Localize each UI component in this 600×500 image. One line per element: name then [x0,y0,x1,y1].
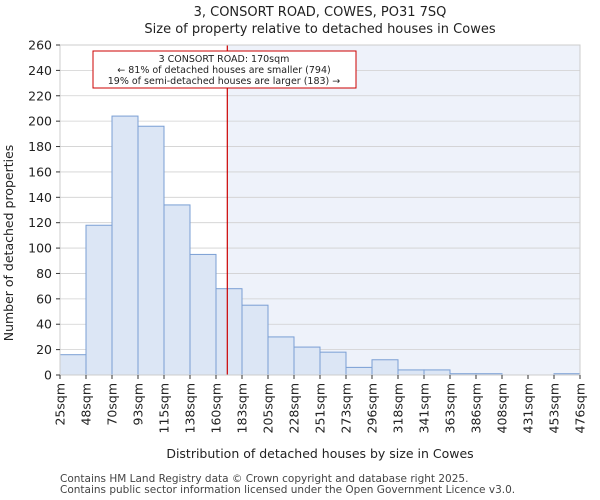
x-axis-ticks: 25sqm 48sqm 70sqm 93sqm 115sqm 138sqm 160sqm 18… [53,375,588,433]
y-axis-ticks: 0 20 40 60 80 100 120 140 160 180 200 220 240 260 [28,38,60,383]
bar [423,369,451,376]
x-tick-label: 476sqm [573,383,588,433]
y-tick-label: 240 [28,63,52,78]
bar [397,369,425,376]
y-tick-label: 60 [36,291,52,306]
y-tick-label: 40 [36,317,52,332]
bar [111,115,139,376]
bar [189,253,217,376]
y-tick-label: 160 [28,164,52,179]
annotation-line3: 19% of semi-detached houses are larger (… [108,76,341,87]
bars [59,115,581,376]
bar [319,351,347,376]
bar [293,346,321,376]
bar [59,354,87,376]
footer-line1: Contains HM Land Registry data © Crown c… [60,473,469,485]
footer-line2: Contains public sector information licen… [60,484,516,496]
y-tick-label: 220 [28,88,52,103]
x-tick-label: 205sqm [261,383,276,433]
y-tick-label: 0 [44,368,52,383]
x-tick-label: 228sqm [287,383,302,433]
y-tick-label: 80 [36,266,52,281]
x-tick-label: 160sqm [209,383,224,433]
bar [137,125,165,376]
x-tick-label: 453sqm [547,383,562,433]
x-tick-label: 273sqm [339,383,354,433]
x-tick-label: 138sqm [183,383,198,433]
annotation-box: 3 CONSORT ROAD: 170sqm ← 81% of detached… [92,50,357,89]
larger-region-shade [227,45,580,375]
bar [163,204,191,376]
x-tick-label: 431sqm [521,383,536,433]
bar [241,304,269,376]
x-tick-label: 25sqm [53,383,68,426]
bar [345,366,373,376]
chart-subtitle: Size of property relative to detached ho… [144,22,495,37]
plot-area: 3 CONSORT ROAD: 170sqm ← 81% of detached… [28,38,587,434]
x-tick-label: 183sqm [235,383,250,433]
annotation-line2: ← 81% of detached houses are smaller (79… [117,65,330,76]
y-tick-label: 20 [36,342,52,357]
x-tick-label: 115sqm [157,383,172,433]
y-tick-label: 180 [28,139,52,154]
x-tick-label: 93sqm [131,383,146,426]
bar [215,288,243,376]
x-axis-label: Distribution of detached houses by size … [166,446,473,461]
y-tick-label: 120 [28,215,52,230]
x-tick-label: 296sqm [365,383,380,433]
y-tick-label: 260 [28,38,52,53]
x-tick-label: 251sqm [313,383,328,433]
y-axis-label: Number of detached properties [1,145,16,342]
x-tick-label: 341sqm [417,383,432,433]
x-tick-label: 70sqm [105,383,120,426]
x-tick-label: 386sqm [469,383,484,433]
y-tick-label: 140 [28,190,52,205]
annotation-frame [92,50,357,89]
bar [371,359,399,376]
bar [85,224,113,376]
y-tick-label: 100 [28,241,52,256]
x-tick-label: 408sqm [495,383,510,433]
chart-title: 3, CONSORT ROAD, COWES, PO31 7SQ [194,5,447,20]
y-tick-label: 200 [28,114,52,129]
x-tick-label: 318sqm [391,383,406,433]
annotation-line1: 3 CONSORT ROAD: 170sqm [159,54,290,65]
bar [267,336,295,376]
x-tick-label: 363sqm [443,383,458,433]
x-tick-label: 48sqm [79,383,94,426]
